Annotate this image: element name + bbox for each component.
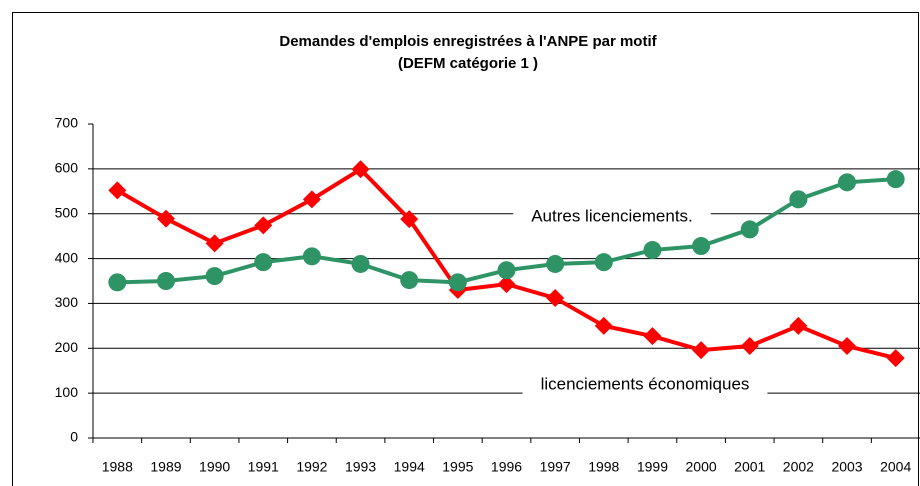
x-tick-label: 2001	[734, 459, 765, 475]
marker	[351, 254, 370, 273]
marker	[497, 261, 516, 280]
marker	[838, 337, 857, 356]
x-tick-label: 2002	[783, 459, 814, 475]
marker	[838, 173, 857, 192]
marker	[546, 289, 565, 308]
y-tick-label: 700	[55, 115, 79, 131]
y-tick-label: 100	[55, 384, 79, 400]
series-label: Autres licenciements.	[531, 206, 693, 225]
marker	[692, 237, 711, 256]
x-tick-label: 1998	[588, 459, 619, 475]
x-tick-label: 1993	[345, 459, 376, 475]
x-tick-label: 1990	[199, 459, 230, 475]
marker	[351, 160, 370, 179]
marker	[594, 253, 613, 272]
x-tick-label: 1995	[442, 459, 473, 475]
marker	[448, 273, 467, 292]
marker	[254, 216, 273, 235]
marker	[108, 181, 127, 200]
series-label: licenciements économiques	[541, 374, 750, 393]
x-tick-label: 1989	[150, 459, 181, 475]
chart-subtitle: (DEFM catégorie 1 )	[398, 55, 538, 72]
marker	[594, 316, 613, 335]
label-box	[522, 371, 768, 397]
marker	[302, 190, 321, 209]
y-tick-label: 400	[55, 249, 79, 265]
x-tick-label: 2003	[831, 459, 862, 475]
marker	[692, 341, 711, 360]
marker	[205, 267, 224, 286]
marker	[886, 170, 905, 189]
marker	[546, 254, 565, 273]
marker	[205, 234, 224, 253]
y-tick-label: 0	[70, 429, 78, 445]
marker	[643, 241, 662, 260]
x-tick-label: 1997	[540, 459, 571, 475]
marker	[643, 327, 662, 346]
marker	[400, 271, 419, 290]
marker	[254, 253, 273, 272]
x-tick-label: 1994	[394, 459, 425, 475]
marker	[789, 190, 808, 209]
marker	[789, 316, 808, 335]
y-tick-label: 300	[55, 294, 79, 310]
x-tick-label: 2000	[686, 459, 717, 475]
marker	[886, 349, 905, 368]
x-tick-label: 1991	[248, 459, 279, 475]
marker	[740, 337, 759, 356]
chart-title: Demandes d'emplois enregistrées à l'ANPE…	[279, 33, 657, 50]
x-tick-label: 1992	[296, 459, 327, 475]
marker	[740, 220, 759, 239]
x-tick-label: 1996	[491, 459, 522, 475]
y-tick-label: 200	[55, 339, 79, 355]
marker	[156, 272, 175, 290]
x-tick-label: 1999	[637, 459, 668, 475]
marker	[497, 275, 516, 294]
marker	[400, 210, 419, 229]
label-box	[513, 203, 711, 229]
x-tick-label: 2004	[880, 459, 911, 475]
marker	[156, 209, 175, 228]
marker	[108, 273, 127, 292]
frame	[12, 12, 919, 486]
y-tick-label: 600	[55, 160, 79, 176]
y-tick-label: 500	[55, 204, 79, 220]
x-tick-label: 1988	[102, 459, 133, 475]
marker	[302, 247, 321, 266]
